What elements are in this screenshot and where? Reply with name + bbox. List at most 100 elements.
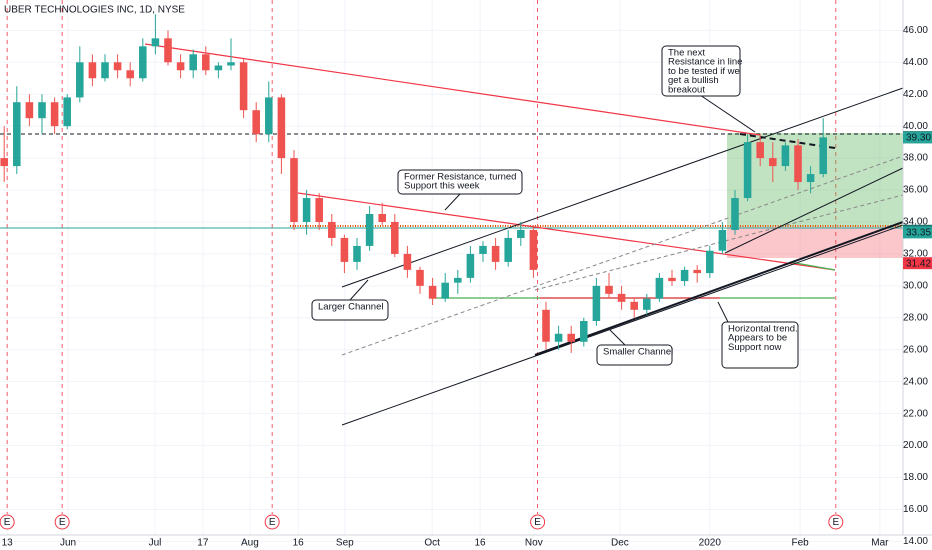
- callout-text: Support now: [728, 342, 781, 353]
- callout-pointer: [609, 329, 626, 346]
- y-tick-label: 22.00: [903, 408, 928, 419]
- price-label: 33.35: [906, 228, 931, 239]
- candle-body: [126, 70, 134, 79]
- x-tick-label: 16: [474, 538, 486, 549]
- channel-midline: [341, 155, 904, 356]
- x-tick-label: 17: [197, 538, 209, 549]
- earnings-marker: [0, 514, 15, 530]
- projection-line: [739, 133, 836, 149]
- candle-body: [391, 221, 399, 254]
- callout-text: to be tested if we: [668, 66, 740, 77]
- earnings-marker: [828, 514, 844, 530]
- y-tick-label: 16.00: [903, 504, 928, 515]
- y-tick-label: 32.00: [903, 249, 928, 260]
- callout: [397, 169, 523, 195]
- x-tick-label: Feb: [791, 538, 809, 549]
- candle-body: [76, 62, 84, 98]
- y-tick-label: 36.00: [903, 185, 928, 196]
- candle-body: [504, 237, 512, 262]
- trend-line: [789, 261, 836, 271]
- callout-pointer: [699, 94, 756, 133]
- y-tick-label: 38.00: [903, 153, 928, 164]
- candle-body: [315, 198, 323, 222]
- candle-body: [50, 102, 59, 127]
- x-tick-label: 13: [2, 538, 14, 549]
- candle-body: [416, 269, 424, 286]
- candle-body: [290, 158, 298, 222]
- candle-body: [466, 253, 475, 278]
- earnings-marker: [264, 514, 280, 530]
- earnings-marker: [530, 514, 546, 530]
- candle-body: [328, 221, 336, 238]
- candle-body: [592, 285, 601, 321]
- candle-body: [706, 250, 714, 274]
- callout-text: The next: [668, 48, 705, 59]
- channel-line: [341, 224, 904, 426]
- earnings-label: E: [4, 517, 11, 528]
- candle-body: [655, 277, 664, 299]
- candle-body: [151, 38, 160, 47]
- candle-body: [617, 293, 626, 302]
- candle-body: [781, 145, 790, 167]
- candle-body: [176, 62, 185, 71]
- y-tick-label: 42.00: [903, 89, 928, 100]
- earnings-label: E: [59, 517, 66, 528]
- candle-body: [378, 214, 386, 222]
- candle-body: [353, 245, 361, 262]
- candle-body: [668, 277, 676, 282]
- candle-body: [164, 38, 172, 63]
- candle-body: [554, 333, 563, 342]
- candle-body: [479, 245, 487, 254]
- x-tick-label: Oct: [424, 538, 440, 549]
- y-tick-label: 46.00: [903, 25, 928, 36]
- x-tick-label: 2020: [699, 538, 722, 549]
- candle-body: [113, 62, 122, 71]
- candle-body: [794, 145, 802, 183]
- trend-line: [144, 43, 761, 136]
- candle-body: [806, 174, 815, 183]
- x-tick-label: Jul: [149, 538, 162, 549]
- earnings-marker: [54, 514, 70, 530]
- x-tick-label: Jun: [60, 538, 76, 549]
- callout: [311, 299, 389, 321]
- channel-line: [534, 221, 904, 356]
- earnings-label: E: [832, 517, 839, 528]
- candle-body: [491, 245, 500, 262]
- callout: [721, 321, 799, 369]
- candle-body: [227, 62, 235, 66]
- price-axis: [903, 0, 932, 550]
- earnings-label: E: [534, 517, 541, 528]
- chart-title: UBER TECHNOLOGIES INC, 1D, NYSE: [4, 5, 185, 16]
- candle-body: [567, 333, 575, 342]
- candle-body: [239, 62, 248, 111]
- x-tick-label: Nov: [525, 538, 543, 549]
- callout-text: Former Resistance, turned: [404, 172, 516, 183]
- candle-body: [202, 54, 210, 71]
- trend-line: [297, 192, 836, 271]
- candle-body: [580, 321, 588, 342]
- candle-body: [139, 46, 147, 79]
- candle-body: [25, 102, 34, 119]
- channel-line: [724, 167, 904, 254]
- candle-body: [680, 269, 689, 282]
- callout-pointer: [717, 301, 729, 323]
- candle-body: [88, 62, 97, 79]
- candle-body: [819, 137, 827, 175]
- candles: [0, 14, 827, 353]
- candle-body: [214, 65, 223, 71]
- candle-body: [189, 54, 197, 71]
- y-tick-label: 26.00: [903, 344, 928, 355]
- channel-line: [341, 87, 904, 288]
- candle-body: [517, 229, 525, 238]
- candle-body: [101, 62, 109, 79]
- candle-body: [542, 309, 550, 342]
- callout-text: Resistance in line: [668, 57, 742, 68]
- candle-body: [265, 97, 273, 135]
- callout-text: Horizontal trend.: [728, 324, 798, 335]
- candle-body: [340, 237, 349, 262]
- x-tick-label: Aug: [241, 538, 259, 549]
- callout: [661, 45, 741, 97]
- candle-body: [0, 158, 8, 167]
- callout-text: Smaller Channel: [603, 347, 673, 358]
